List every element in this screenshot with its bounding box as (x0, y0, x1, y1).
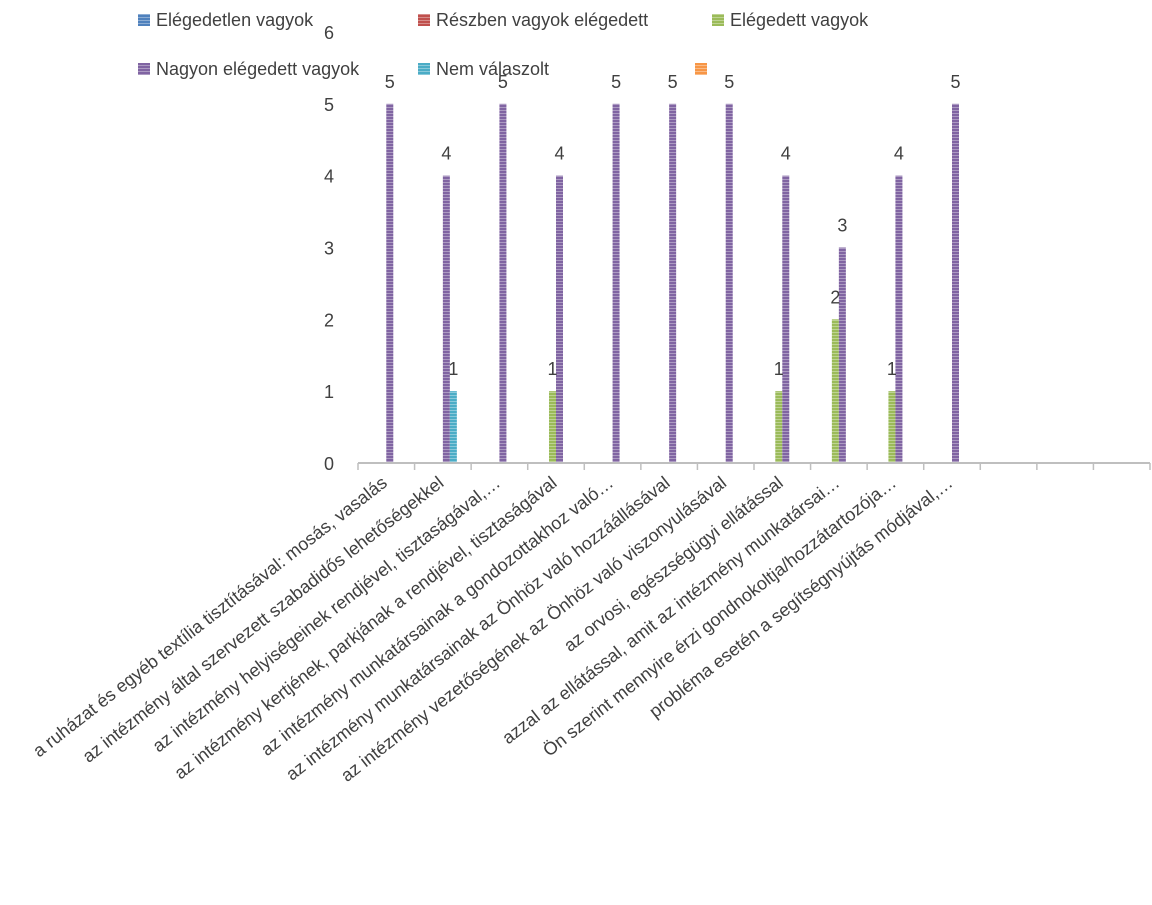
bar (549, 391, 556, 463)
data-label: 5 (498, 72, 508, 92)
y-axis: 0 1 2 3 4 5 6 (324, 23, 334, 474)
bar (838, 247, 846, 463)
y-tick-label: 1 (324, 382, 334, 402)
data-label: 2 (830, 287, 840, 307)
legend-label: Nem válaszolt (436, 59, 549, 79)
bar (782, 175, 790, 463)
data-label: 4 (441, 144, 451, 164)
data-label: 4 (894, 144, 904, 164)
y-tick-label: 6 (324, 23, 334, 43)
bar (669, 103, 677, 463)
data-label: 5 (611, 72, 621, 92)
y-tick-label: 3 (324, 239, 334, 259)
legend-swatch (138, 63, 150, 75)
legend-label: Nagyon elégedett vagyok (156, 59, 360, 79)
y-tick-label: 5 (324, 95, 334, 115)
bar (499, 103, 507, 463)
data-label: 1 (448, 359, 458, 379)
legend: Elégedetlen vagyok Részben vagyok elégede… (138, 10, 869, 79)
bar (386, 103, 394, 463)
bar (895, 175, 903, 463)
bar (831, 319, 839, 463)
bar (888, 391, 896, 463)
bar (612, 103, 620, 463)
y-tick-label: 4 (324, 167, 334, 187)
y-tick-label: 0 (324, 454, 334, 474)
bar (725, 103, 733, 463)
data-label: 5 (385, 72, 395, 92)
bar (775, 391, 783, 463)
legend-label: Elégedetlen vagyok (156, 10, 314, 30)
legend-swatch (138, 14, 150, 26)
legend-swatch (418, 63, 430, 75)
data-label: 3 (837, 216, 847, 236)
y-tick-label: 2 (324, 310, 334, 330)
data-label: 5 (950, 72, 960, 92)
legend-swatch (712, 14, 724, 26)
data-label: 1 (547, 359, 557, 379)
bars (386, 103, 959, 463)
data-label: 4 (554, 144, 564, 164)
x-axis: a ruházat és egyéb textília tisztításáva… (29, 462, 1151, 786)
data-label: 4 (781, 144, 791, 164)
legend-swatch (418, 14, 430, 26)
data-label: 1 (887, 359, 897, 379)
data-label: 5 (724, 72, 734, 92)
data-label: 5 (668, 72, 678, 92)
bar (556, 175, 563, 463)
data-labels: 1 1 2 1 5 4 5 4 5 5 5 4 3 4 5 1 (385, 72, 961, 379)
bar (442, 175, 450, 463)
legend-swatch (695, 63, 707, 75)
bar (952, 103, 959, 463)
legend-label: Részben vagyok elégedett (436, 10, 648, 30)
bar (449, 391, 457, 463)
legend-label: Elégedett vagyok (730, 10, 869, 30)
data-label: 1 (774, 359, 784, 379)
